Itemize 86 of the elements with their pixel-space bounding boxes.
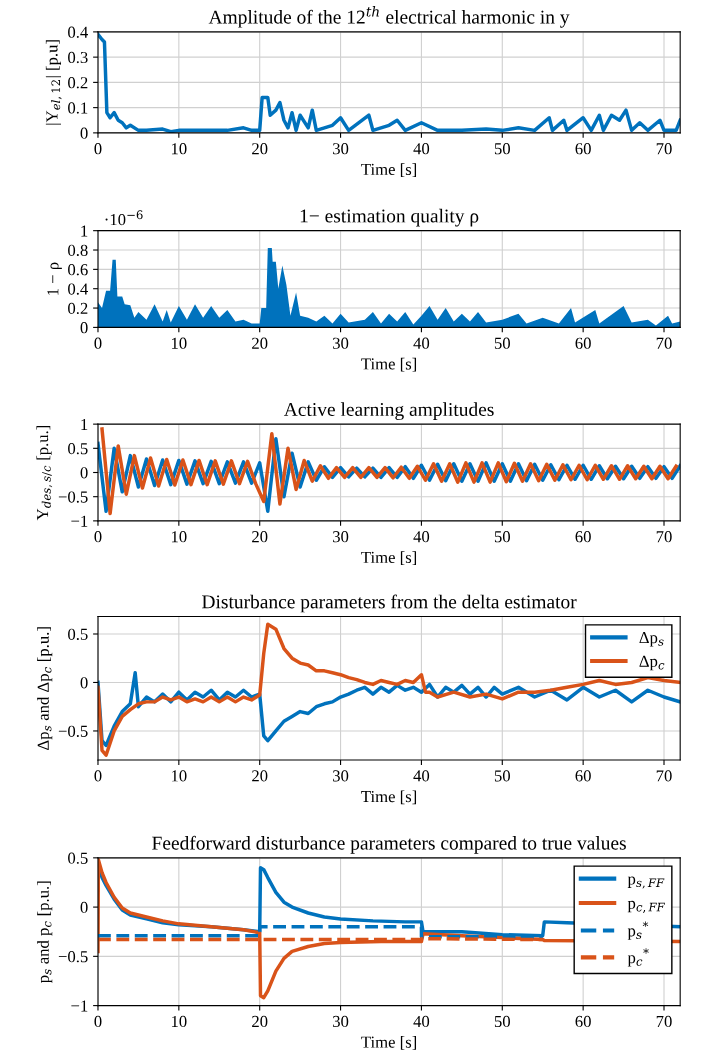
x-tick-label: 40 [413, 337, 430, 349]
x-tick-label: 60 [575, 531, 591, 543]
x-tick-label: 30 [333, 1015, 349, 1028]
y-tick-label: 1 [81, 225, 88, 237]
y-tick-label: 0 [80, 127, 88, 139]
legend-label: p$_{c}$$^{*}$ [627, 948, 649, 967]
x-tick-label: 50 [494, 1015, 510, 1028]
x-tick-label: 40 [413, 770, 430, 782]
y-tick-label: 0.4 [68, 283, 88, 295]
x-tick-label: 10 [171, 143, 187, 155]
text: ·10$^{−6}$ [105, 210, 143, 226]
y-tick-label: 0.5 [68, 628, 88, 641]
x-tick-label: 20 [252, 337, 268, 349]
y-tick-label: 0.1 [68, 102, 88, 114]
x-tick-label: 0 [94, 337, 102, 349]
x-tick-label: 50 [494, 337, 510, 349]
x-axis-title: Time [s] [361, 1035, 417, 1050]
x-axis-title: Time [s] [361, 357, 417, 372]
x-tick-label: 0 [94, 143, 102, 155]
y-tick-label: 0.5 [68, 852, 88, 864]
y-tick-label: 0 [80, 322, 88, 334]
x-tick-label: 20 [252, 143, 268, 155]
x-tick-label: 40 [413, 1015, 430, 1028]
x-tick-label: 60 [575, 143, 591, 155]
x-tick-label: 0 [94, 1015, 102, 1028]
legend-label: p$_{c,FF}$ [627, 900, 665, 913]
y-tick-label: 1 [81, 418, 88, 430]
y-tick-label: 0 [80, 677, 88, 689]
y-tick-label: 0.2 [68, 77, 88, 89]
y-axis-title: |Y$_{el,12}$| [p.u] [45, 40, 62, 125]
x-tick-label: 20 [252, 770, 268, 782]
y-tick-label: 0.3 [68, 51, 88, 64]
x-tick-label: 70 [656, 531, 672, 543]
legend-label: p$_{s,FF}$ [627, 876, 665, 889]
x-tick-label: 40 [413, 143, 430, 155]
y-tick-label: 0 [80, 467, 88, 479]
x-tick-label: 30 [333, 531, 349, 543]
legend-label: Δp$_{c}$ [639, 655, 665, 671]
x-tick-label: 0 [94, 770, 102, 782]
x-tick-label: 10 [171, 337, 187, 349]
y-axis-title: p$_{s}$ and p$_{c}$ [p.u.] [37, 881, 53, 984]
line-series [97, 622, 681, 757]
x-tick-label: 0 [94, 531, 102, 543]
x-tick-label: 60 [575, 770, 591, 782]
y-tick-label: 0 [80, 901, 88, 914]
chart-title: Amplitude of the 12$^{th}$ electrical harmonic in y [208, 6, 570, 28]
y-tick-label: 0.2 [68, 302, 88, 315]
chart-title: Feedforward disturbance parameters compared to true values [152, 835, 626, 854]
x-tick-label: 20 [252, 1015, 268, 1028]
x-tick-label: 60 [575, 1015, 591, 1028]
x-tick-label: 70 [656, 143, 672, 155]
x-axis-title: Time [s] [361, 163, 417, 178]
x-tick-label: 50 [494, 770, 510, 782]
chart-title: 1− estimation quality ρ [300, 208, 479, 227]
x-tick-label: 50 [494, 143, 510, 155]
x-tick-label: 70 [656, 337, 672, 349]
legend-label: p$_{s}$$^{*}$ [627, 921, 649, 940]
x-tick-label: 10 [171, 531, 187, 543]
x-axis-title: Time [s] [361, 790, 417, 805]
x-tick-label: 60 [575, 337, 591, 349]
x-tick-label: 40 [413, 531, 430, 543]
x-tick-label: 30 [333, 143, 349, 155]
chart-title: Active learning amplitudes [283, 402, 494, 420]
chart-title: Disturbance parameters from the delta estimator [202, 594, 577, 613]
x-tick-label: 70 [656, 770, 672, 782]
y-tick-label: 0.6 [68, 264, 88, 276]
y-axis-title: 1 − ρ [47, 262, 62, 295]
x-tick-label: 30 [333, 770, 349, 782]
x-tick-label: 20 [252, 531, 268, 543]
legend-label: Δp$_{s}$ [639, 632, 664, 647]
y-tick-label: 0.8 [68, 244, 88, 257]
y-tick-label: 0.5 [68, 443, 88, 455]
y-tick-label: −0.5 [58, 491, 88, 503]
y-axis-title: Y$_{des,s/c}$ [p.u.] [36, 425, 53, 521]
y-axis-title: Δp$_{s}$ and Δp$_{c}$ [p.u.] [37, 627, 53, 750]
x-tick-label: 10 [171, 1015, 187, 1028]
y-tick-label: −1 [71, 1000, 88, 1012]
x-axis-title: Time [s] [361, 551, 417, 566]
y-tick-label: −1 [71, 515, 88, 527]
y-tick-label: −0.5 [58, 951, 88, 963]
x-tick-label: 50 [494, 531, 510, 543]
x-tick-label: 30 [333, 337, 349, 349]
y-tick-label: 0.4 [68, 26, 88, 38]
y-tick-label: −0.5 [58, 725, 88, 737]
x-tick-label: 70 [656, 1015, 672, 1028]
x-tick-label: 10 [171, 770, 187, 782]
